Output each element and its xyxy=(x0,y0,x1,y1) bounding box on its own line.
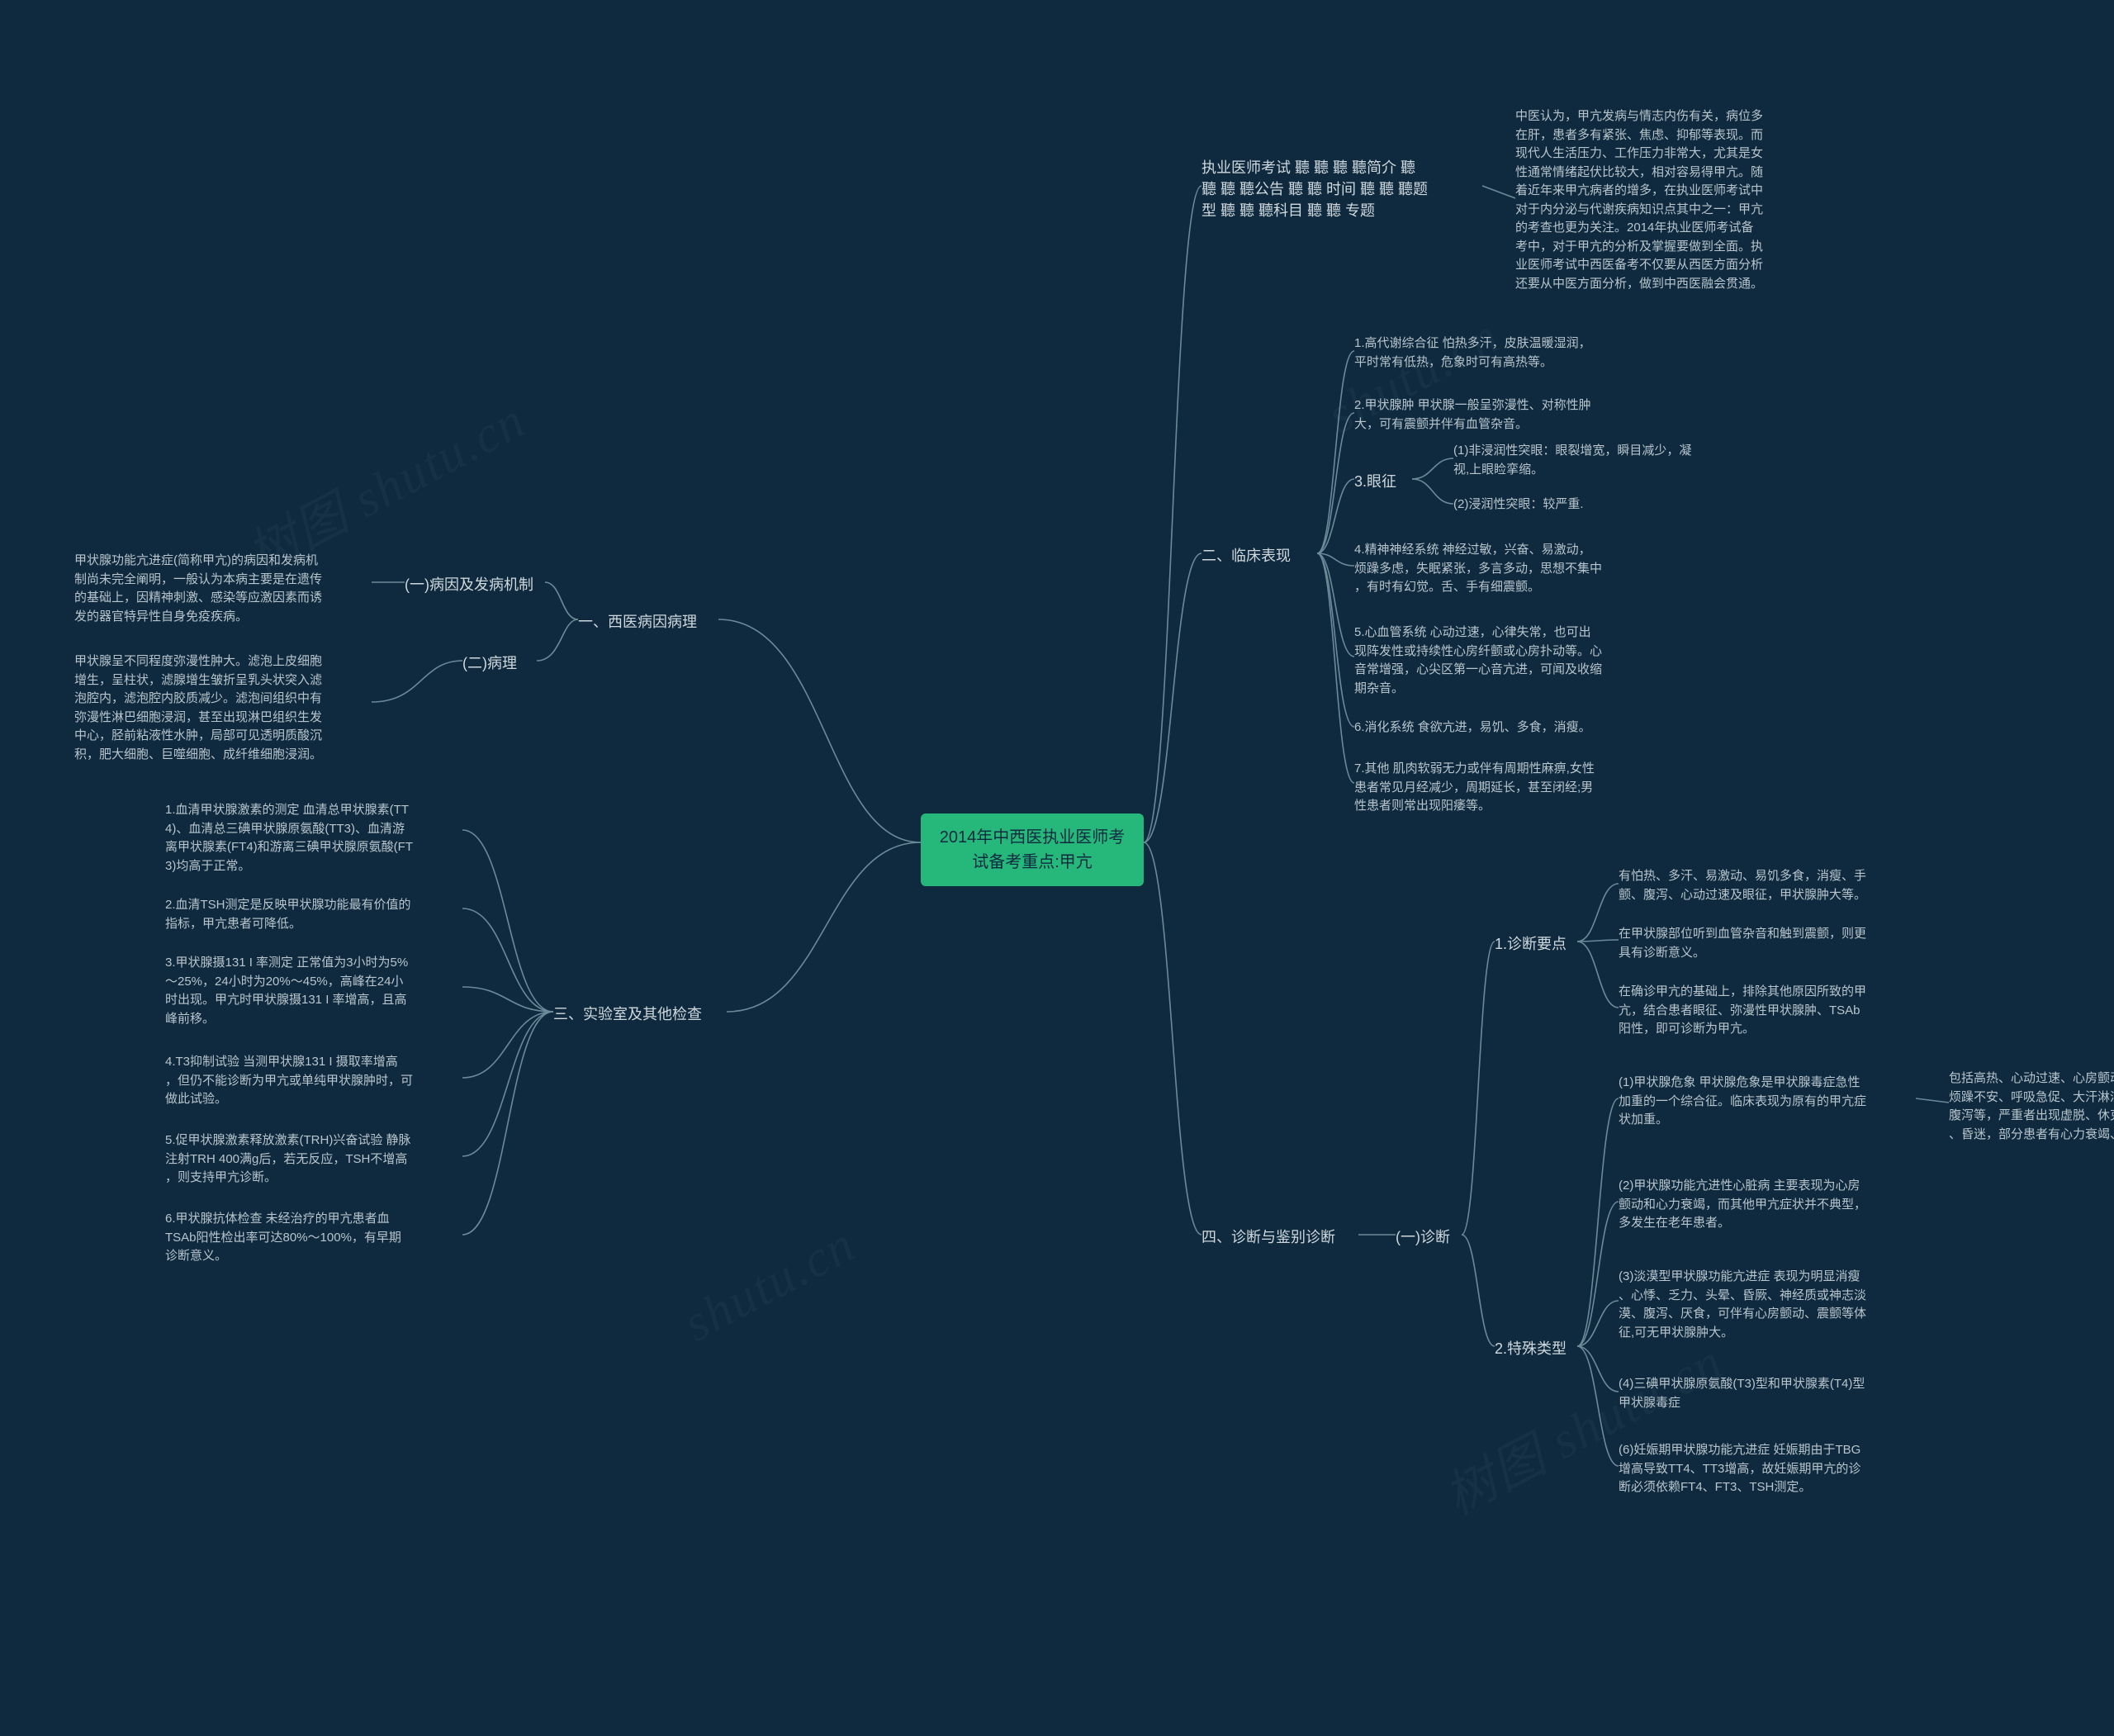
leaf-R2a1c: 在确诊甲亢的基础上，排除其他原因所致的甲 亢，结合患者眼征、弥漫性甲状腺肿、TS… xyxy=(1619,983,1916,1039)
leaf-L2f: 6.甲状腺抗体检查 未经治疗的甲亢患者血 TSAb阳性检出率可达80%～100%… xyxy=(165,1210,462,1266)
mindmap-edge xyxy=(1462,1235,1495,1346)
leaf-L2a: 1.血清甲状腺激素的测定 血清总甲状腺素(TT 4)、血清总三碘甲状腺原氨酸(T… xyxy=(165,801,462,875)
mindmap-center: 2014年中西医执业医师考 试备考重点:甲亢 xyxy=(921,813,1144,886)
branch-R2: 四、诊断与鉴别诊断 xyxy=(1202,1226,1358,1248)
leaf-R2a2b: (2)甲状腺功能亢进性心脏病 主要表现为心房 颤动和心力衰竭，而其他甲亢症状并不… xyxy=(1619,1177,1916,1233)
leaf-L1a1: 甲状腺功能亢进症(简称甲亢)的病因和发病机 制尚未完全阐明，一般认为本病主要是在… xyxy=(74,552,372,626)
mindmap-edge xyxy=(1577,1098,1619,1346)
leaf-L2c: 3.甲状腺摄131 I 率测定 正常值为3小时为5% ～25%，24小时为20%… xyxy=(165,954,462,1028)
subbranch-R2a: (一)诊断 xyxy=(1396,1226,1462,1248)
mindmap-edge xyxy=(1317,413,1354,553)
branch-L2: 三、实验室及其他检查 xyxy=(553,1003,727,1025)
leaf-R0a: 中医认为，甲亢发病与情志内伤有关，病位多 在肝，患者多有紧张、焦虑、抑郁等表现。… xyxy=(1515,107,1837,293)
mindmap-edge xyxy=(1317,553,1354,727)
mindmap-edge xyxy=(727,842,921,1012)
mindmap-edge xyxy=(462,1012,553,1156)
mindmap-edge xyxy=(462,1012,553,1078)
mindmap-edge xyxy=(1916,1098,1949,1103)
mindmap-edge xyxy=(1317,479,1354,553)
mindmap-edge xyxy=(718,619,921,842)
leaf-R1g: 7.其他 肌肉软弱无力或伴有周期性麻痹,女性 患者常见月经减少，周期延长，甚至闭… xyxy=(1354,760,1652,816)
mindmap-edge xyxy=(1144,186,1202,842)
mindmap-edge xyxy=(372,661,462,702)
leaf-R1b: 2.甲状腺肿 甲状腺一般呈弥漫性、对称性肿 大，可有震颤并伴有血管杂音。 xyxy=(1354,396,1652,434)
leaf-R1c2: (2)浸润性突眼：较严重. xyxy=(1453,496,1660,515)
mindmap-edge xyxy=(1577,1301,1619,1346)
mindmap-edge xyxy=(1482,186,1515,198)
leaf-L1b1: 甲状腺呈不同程度弥漫性肿大。滤泡上皮细胞 增生，呈柱状，滤腺增生皱折呈乳头状突入… xyxy=(74,652,372,764)
subbranch-R2a2: 2.特殊类型 xyxy=(1495,1338,1577,1359)
mindmap-edge xyxy=(537,619,578,661)
subbranch-R1c: 3.眼征 xyxy=(1354,471,1412,492)
subbranch-L1a: (一)病因及发病机制 xyxy=(405,574,545,595)
leaf-R1a: 1.高代谢综合征 怕热多汗，皮肤温暖湿润， 平时常有低热，危象时可有高热等。 xyxy=(1354,334,1652,372)
subbranch-L1b: (二)病理 xyxy=(462,652,537,674)
leaf-R1f: 6.消化系统 食欲亢进，易饥、多食，消瘦。 xyxy=(1354,719,1652,738)
leaf-R2a1a: 有怕热、多汗、易激动、易饥多食，消瘦、手 颤、腹泻、心动过速及眼征，甲状腺肿大等… xyxy=(1619,867,1916,904)
mindmap-edge xyxy=(1577,1346,1619,1466)
leaf-R2a2d: (4)三碘甲状腺原氨酸(T3)型和甲状腺素(T4)型 甲状腺毒症 xyxy=(1619,1375,1916,1412)
mindmap-edge xyxy=(462,830,553,1012)
mindmap-edge xyxy=(545,582,578,619)
branch-L1: 一、西医病因病理 xyxy=(578,611,718,633)
mindmap-edge xyxy=(1317,553,1354,783)
leaf-R2a2a1: 包括高热、心动过速、心房颤动或心房扑动、 烦躁不安、呼吸急促、大汗淋漓、恶心呕吐… xyxy=(1949,1070,2114,1144)
subbranch-R2a1: 1.诊断要点 xyxy=(1495,933,1577,955)
branch-R0: 执业医师考试 聽 聽 聽 聽简介 聽 聽 聽 聽公告 聽 聽 时间 聽 聽 聽题… xyxy=(1202,157,1482,221)
leaf-R2a1b: 在甲状腺部位听到血管杂音和触到震颤，则更 具有诊断意义。 xyxy=(1619,925,1916,962)
mindmap-edge xyxy=(1577,1346,1619,1392)
mindmap-edge xyxy=(1144,842,1202,1235)
mindmap-edge xyxy=(1144,553,1202,842)
leaf-R2a2c: (3)淡漠型甲状腺功能亢进症 表现为明显消瘦 、心悸、乏力、头晕、昏厥、神经质或… xyxy=(1619,1268,1916,1342)
mindmap-edge xyxy=(1462,942,1495,1235)
leaf-L2e: 5.促甲状腺激素释放激素(TRH)兴奋试验 静脉 注射TRH 400满g后，若无… xyxy=(165,1131,462,1188)
branch-R1: 二、临床表现 xyxy=(1202,545,1317,567)
mindmap-edge xyxy=(1577,884,1619,942)
mindmap-edge xyxy=(1577,942,1619,1008)
leaf-R1d: 4.精神神经系统 神经过敏，兴奋、易激动， 烦躁多虑，失眠紧张，多言多动，思想不… xyxy=(1354,541,1652,597)
leaf-L2b: 2.血清TSH测定是反映甲状腺功能最有价值的 指标，甲亢患者可降低。 xyxy=(165,896,462,933)
leaf-R1e: 5.心血管系统 心动过速，心律失常，也可出 现阵发性或持续性心房纤颤或心房扑动等… xyxy=(1354,624,1652,698)
mindmap-edge xyxy=(1412,479,1453,504)
leaf-R1c1: (1)非浸润性突眼：眼裂增宽，瞬目减少，凝 视,上眼睑挛缩。 xyxy=(1453,442,1726,479)
leaf-R2a2a: (1)甲状腺危象 甲状腺危象是甲状腺毒症急性 加重的一个综合征。临床表现为原有的… xyxy=(1619,1074,1916,1130)
leaf-L2d: 4.T3抑制试验 当测甲状腺131 I 摄取率增高 ，但仍不能诊断为甲亢或单纯甲… xyxy=(165,1053,462,1109)
leaf-R2a2e: (6)妊娠期甲状腺功能亢进症 妊娠期由于TBG 增高导致TT4、TT3增高，故妊… xyxy=(1619,1441,1916,1497)
mindmap-edge xyxy=(1412,458,1453,479)
mindmap-edge xyxy=(1317,351,1354,553)
mindmap-edge xyxy=(462,908,553,1012)
